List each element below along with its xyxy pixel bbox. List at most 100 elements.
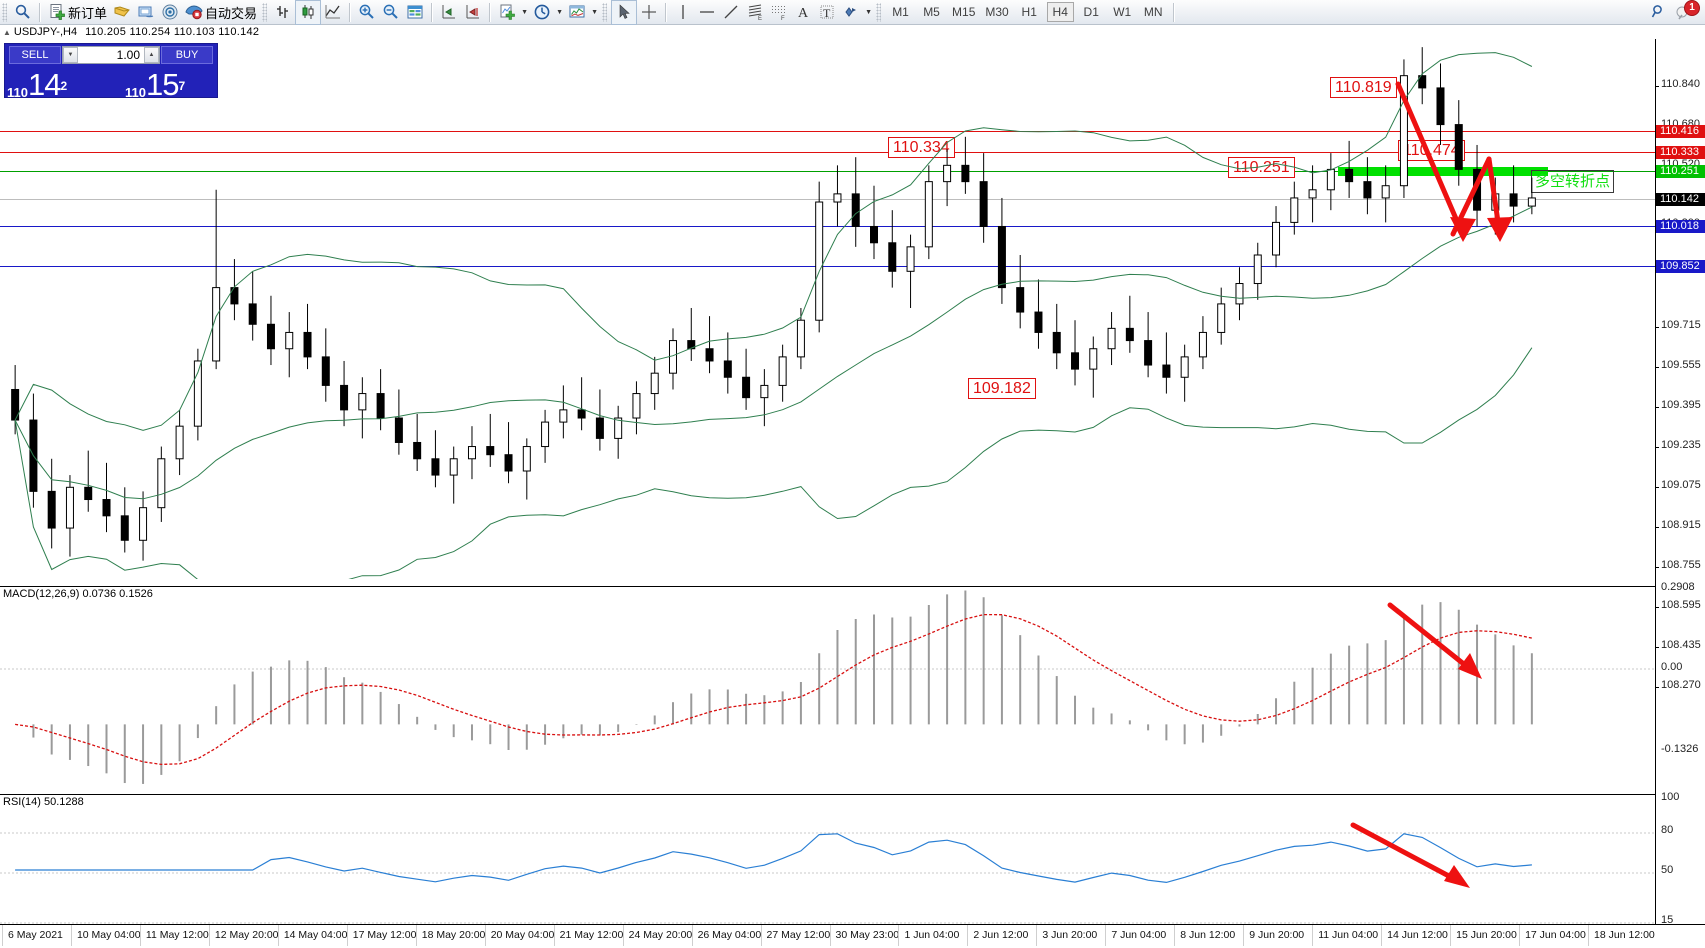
- time-scale-label: 24 May 20:00: [628, 929, 693, 941]
- timeframe-m5[interactable]: M5: [923, 5, 940, 19]
- bollinger-upper: [14, 52, 1533, 431]
- chevron-down-icon-4[interactable]: ▼: [865, 8, 872, 16]
- autotrading-button[interactable]: 自动交易: [182, 1, 260, 24]
- macd-histogram: [32, 590, 1533, 784]
- new-order-button[interactable]: 新订单: [45, 1, 110, 24]
- macd-pane[interactable]: MACD(12,26,9) 0.0736 0.1526: [0, 586, 1655, 787]
- shift-end-icon[interactable]: [437, 1, 461, 24]
- news-icon[interactable]: [134, 1, 158, 24]
- rsi-canvas: [0, 822, 1655, 924]
- chevron-down-icon-2[interactable]: ▼: [556, 8, 563, 16]
- price-scale[interactable]: 110.840 110.680 110.520 110.200 109.715 …: [1655, 39, 1705, 948]
- macd-scale-label: 0.00: [1661, 661, 1683, 673]
- time-scale-divider: [2, 925, 3, 946]
- add-template-icon[interactable]: [495, 1, 519, 24]
- text-label-icon[interactable]: T: [815, 1, 839, 24]
- price-label-110334[interactable]: 110.334: [888, 137, 955, 158]
- bar-chart-icon[interactable]: [271, 1, 295, 24]
- crosshair-icon[interactable]: [637, 1, 661, 24]
- collapse-triangle-icon[interactable]: ▲: [3, 27, 11, 37]
- notifications-icon[interactable]: 1: [1671, 0, 1700, 22]
- timeframe-h4[interactable]: H4: [1046, 2, 1074, 22]
- timeframe-w1[interactable]: W1: [1113, 5, 1132, 19]
- fibo-icon[interactable]: E: [743, 1, 767, 24]
- pivot-zone-band[interactable]: [1338, 167, 1548, 176]
- bollinger-middle: [14, 206, 1533, 500]
- search-icon[interactable]: [1647, 1, 1671, 24]
- resistance-line-1[interactable]: [0, 131, 1655, 132]
- line-chart-icon[interactable]: [321, 1, 345, 24]
- time-scale-label: 26 May 04:00: [697, 929, 762, 941]
- svg-text:T: T: [823, 6, 831, 20]
- time-scale-label: 15 Jun 20:00: [1456, 929, 1517, 941]
- main-toolbar: 新订单 自动交易 ▼ ▼: [0, 0, 1705, 25]
- support-line-2[interactable]: [0, 266, 1655, 267]
- svg-text:F: F: [781, 16, 785, 21]
- data-window-icon[interactable]: [403, 1, 427, 24]
- zoom-in-icon[interactable]: [355, 1, 379, 24]
- timeframe-d1[interactable]: D1: [1083, 5, 1099, 19]
- support-line-1[interactable]: [0, 226, 1655, 227]
- price-label-110474[interactable]: 110.474: [1398, 140, 1465, 161]
- trendline-icon[interactable]: [719, 1, 743, 24]
- timeframe-mn[interactable]: MN: [1143, 5, 1163, 19]
- chart-area[interactable]: 110.819 110.474 110.334 110.251 109.182 …: [0, 39, 1705, 948]
- price-label-110251[interactable]: 110.251: [1228, 157, 1295, 178]
- toolbar-grip-3[interactable]: [602, 2, 608, 22]
- hline-icon[interactable]: [695, 1, 719, 24]
- chinese-annotation-box[interactable]: 多空转折点: [1531, 170, 1615, 193]
- timeframe-m15[interactable]: M15: [952, 5, 976, 19]
- level-chip-support-1[interactable]: 110.018: [1656, 220, 1705, 233]
- toolbar-separator-4: [489, 2, 492, 22]
- text-icon[interactable]: A: [791, 1, 815, 24]
- time-scale-label: 20 May 04:00: [490, 929, 555, 941]
- toolbar-grip-2[interactable]: [262, 2, 268, 22]
- scale-tick-label: 108.755: [1661, 559, 1701, 571]
- symbol-name: USDJPY-,H4: [13, 26, 78, 38]
- auto-scroll-icon[interactable]: [461, 1, 485, 24]
- cursor-icon[interactable]: [611, 0, 638, 25]
- time-scale-divider: [70, 925, 72, 946]
- period-icon[interactable]: [530, 1, 554, 24]
- vline-icon[interactable]: [671, 1, 695, 24]
- rsi-pane[interactable]: RSI(14) 50.1288: [0, 794, 1655, 945]
- level-chip-support-2[interactable]: 109.852: [1656, 260, 1705, 273]
- time-scale-divider: [553, 925, 555, 946]
- signal-icon[interactable]: [158, 1, 182, 24]
- equidistant-icon[interactable]: F: [767, 1, 791, 24]
- toolbar-grip[interactable]: [2, 2, 7, 22]
- shapes-icon[interactable]: [839, 1, 863, 24]
- time-scale-divider: [1105, 925, 1107, 946]
- candlestick-chart-icon[interactable]: [295, 0, 322, 25]
- price-label-110819[interactable]: 110.819: [1330, 77, 1397, 98]
- zoom-out-icon[interactable]: [379, 1, 403, 24]
- chevron-down-icon[interactable]: ▼: [521, 8, 528, 16]
- time-scale-divider: [691, 925, 693, 946]
- level-chip-resistance-2[interactable]: 110.333: [1656, 146, 1705, 159]
- time-scale-divider: [1588, 925, 1590, 946]
- rsi-scale-label: 50: [1661, 864, 1674, 876]
- time-scale-divider: [1381, 925, 1383, 946]
- toolbar-separator-2: [349, 2, 352, 22]
- time-scale-label: 11 May 12:00: [145, 929, 209, 941]
- price-label-109182[interactable]: 109.182: [968, 378, 1036, 399]
- folder-icon[interactable]: [110, 1, 134, 24]
- timeframe-m30[interactable]: M30: [985, 5, 1009, 19]
- time-scale[interactable]: 6 May 2021 10 May 04:00 11 May 12:00 12 May…: [0, 924, 1705, 946]
- bollinger-lower: [14, 347, 1533, 579]
- timeframe-m1[interactable]: M1: [892, 5, 909, 19]
- chevron-down-icon-3[interactable]: ▼: [591, 8, 598, 16]
- level-chip-resistance-1[interactable]: 110.416: [1656, 125, 1705, 138]
- time-scale-divider: [1243, 925, 1245, 946]
- time-scale-label: 30 May 23:00: [835, 929, 900, 941]
- time-scale-divider: [139, 925, 141, 946]
- price-pane[interactable]: 110.819 110.474 110.334 110.251 109.182 …: [0, 39, 1655, 579]
- scale-tick-label: 109.715: [1661, 319, 1701, 331]
- toolbar-grip-4[interactable]: [876, 2, 882, 22]
- new-order-label: 新订单: [68, 6, 108, 22]
- indicators-icon[interactable]: [565, 1, 589, 24]
- level-chip-pivot[interactable]: 110.251: [1656, 165, 1705, 178]
- timeframe-h1[interactable]: H1: [1021, 5, 1037, 19]
- magnifier-icon[interactable]: [11, 1, 35, 24]
- time-scale-label: 18 Jun 12:00: [1594, 929, 1655, 941]
